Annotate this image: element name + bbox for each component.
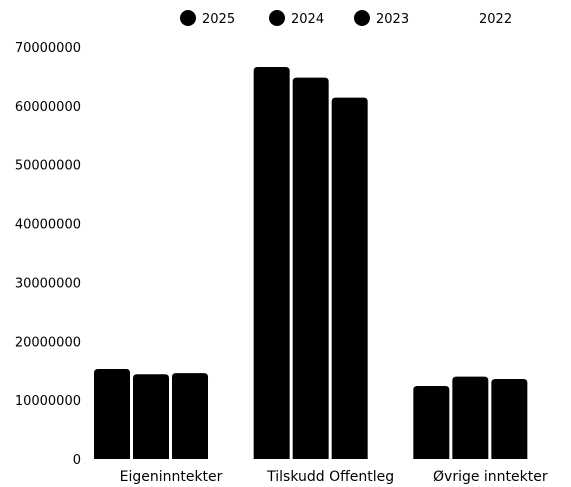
bar-2023-2 [491, 378, 528, 459]
bar-2023-0 [172, 373, 208, 459]
y-tick-label: 40000000 [15, 218, 81, 233]
x-category-label: Tilskudd Offentleg [266, 469, 394, 485]
legend-marker-2025[interactable] [180, 10, 196, 26]
y-tick-label: 70000000 [15, 41, 81, 56]
x-axis: Eigeninntekter Tilskudd Offentleg Øvrige i… [120, 469, 548, 485]
legend: 2025 2024 2023 2022 [180, 10, 512, 27]
y-axis: 0 10000000 20000000 30000000 40000000 5000000… [15, 41, 81, 468]
y-tick-label: 50000000 [15, 159, 81, 174]
legend-label-2022[interactable]: 2022 [479, 12, 512, 27]
bar-2025-2 [413, 386, 450, 459]
legend-label-2025[interactable]: 2025 [202, 12, 235, 27]
bar-2024-1 [292, 77, 329, 459]
legend-marker-2023[interactable] [354, 10, 370, 26]
bar-2025-1 [253, 67, 290, 460]
y-tick-label: 20000000 [15, 335, 81, 350]
bar-2023-1 [331, 97, 368, 460]
y-tick-label: 30000000 [15, 276, 81, 291]
y-tick-label: 0 [73, 453, 81, 468]
bar-2024-2 [452, 376, 489, 459]
x-category-label: Øvrige inntekter [433, 469, 548, 485]
y-tick-label: 60000000 [15, 100, 81, 115]
x-category-label: Eigeninntekter [120, 469, 223, 485]
bars [94, 67, 528, 460]
y-tick-label: 10000000 [15, 394, 81, 409]
legend-label-2024[interactable]: 2024 [291, 12, 324, 27]
legend-label-2023[interactable]: 2023 [376, 12, 409, 27]
bar-2024-0 [133, 374, 169, 459]
legend-marker-2024[interactable] [269, 10, 285, 26]
bar-2025-0 [94, 368, 130, 459]
